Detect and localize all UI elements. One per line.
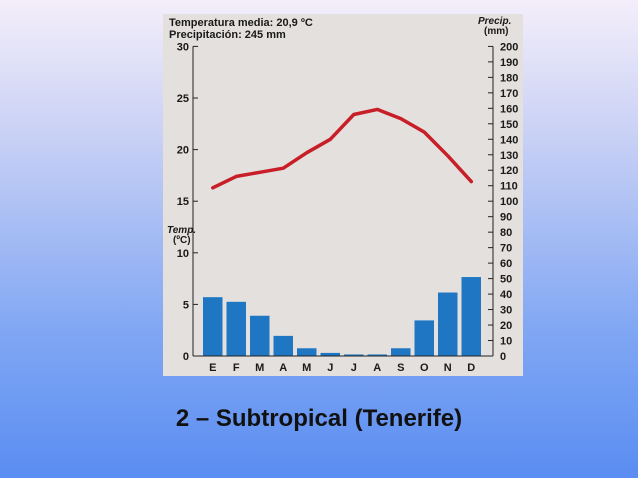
- right-tick-label: 150: [500, 119, 518, 131]
- precipitation-bar: [203, 297, 223, 356]
- month-label: D: [467, 362, 475, 374]
- right-tick-label: 20: [500, 320, 512, 332]
- right-tick-label: 170: [500, 88, 518, 100]
- precipitation-bar: [414, 320, 434, 356]
- right-axis-unit: (mm): [484, 26, 508, 37]
- right-tick-label: 40: [500, 289, 512, 301]
- right-tick-label: 130: [500, 150, 518, 162]
- right-tick-label: 0: [500, 351, 506, 363]
- right-tick-label: 10: [500, 336, 512, 348]
- left-tick-label: 20: [177, 145, 189, 157]
- left-tick-label: 30: [177, 41, 189, 53]
- month-label: F: [233, 362, 240, 374]
- right-tick-label: 120: [500, 165, 518, 177]
- right-tick-label: 200: [500, 41, 518, 53]
- right-tick-label: 190: [500, 57, 518, 69]
- month-label: E: [209, 362, 216, 374]
- right-tick-label: 60: [500, 258, 512, 270]
- left-tick-label: 15: [177, 196, 189, 208]
- left-tick-label: 25: [177, 93, 189, 105]
- month-label: O: [420, 362, 429, 374]
- month-label: M: [302, 362, 311, 374]
- mean-temperature-text: Temperatura media: 20,9 ºC: [169, 17, 313, 29]
- temperature-line: [211, 107, 474, 190]
- right-tick-label: 180: [500, 72, 518, 84]
- left-tick-label: 5: [183, 299, 189, 311]
- right-tick-label: 50: [500, 274, 512, 286]
- precipitation-bar: [461, 277, 481, 356]
- left-axis-unit: (ºC): [173, 235, 191, 246]
- month-label: J: [351, 362, 357, 374]
- month-label: J: [327, 362, 333, 374]
- precipitation-bar: [320, 352, 340, 356]
- precipitation-total-text: Precipitación: 245 mm: [169, 29, 286, 41]
- right-tick-label: 160: [500, 103, 518, 115]
- month-label: M: [255, 362, 264, 374]
- left-tick-label: 10: [177, 248, 189, 260]
- precipitation-bar: [273, 335, 293, 356]
- right-tick-label: 80: [500, 227, 512, 239]
- climate-chart-panel: Temperatura media: 20,9 ºC Precipitación…: [163, 14, 523, 376]
- climograph-svg: 0 5 10 15 20 25 30 Temp.(ºC) 0 10 20 30 40 50 60 70 80 90…: [167, 16, 518, 374]
- precipitation-bar: [438, 292, 458, 356]
- right-tick-label: 30: [500, 305, 512, 317]
- right-axis-title: Precip.: [478, 16, 511, 27]
- right-tick-label: 100: [500, 196, 518, 208]
- month-label: A: [373, 362, 381, 374]
- precipitation-bar: [250, 315, 270, 356]
- precipitation-bar: [367, 354, 387, 356]
- left-axis-title: Temp.: [167, 225, 196, 236]
- precipitation-bar: [297, 348, 317, 356]
- month-label: S: [397, 362, 404, 374]
- right-tick-label: 90: [500, 212, 512, 224]
- right-tick-label: 110: [500, 181, 518, 193]
- left-tick-label: 0: [183, 351, 189, 363]
- right-tick-label: 70: [500, 243, 512, 255]
- month-label: N: [444, 362, 452, 374]
- precipitation-bar: [391, 348, 411, 356]
- right-tick-label: 140: [500, 134, 518, 146]
- month-label: A: [279, 362, 287, 374]
- precipitation-bar: [226, 301, 246, 356]
- precipitation-bar: [344, 354, 364, 356]
- chart-caption: 2 – Subtropical (Tenerife): [175, 405, 463, 432]
